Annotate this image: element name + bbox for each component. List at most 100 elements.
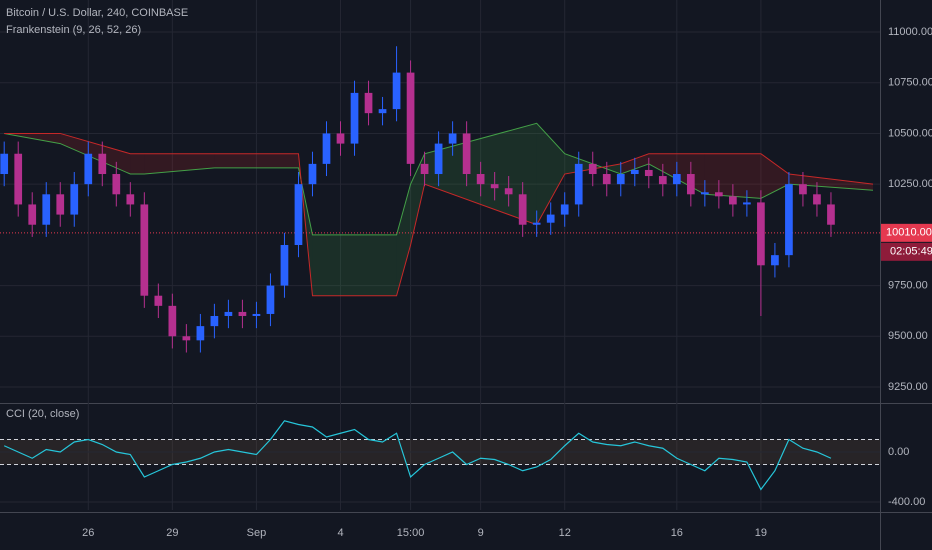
last-price-badge	[881, 223, 932, 242]
countdown-badge	[881, 242, 932, 261]
candle-body	[729, 196, 737, 205]
candle-body	[252, 313, 261, 316]
cci-title: CCI (20, close)	[6, 408, 79, 420]
x-tick-label: 9	[478, 527, 484, 539]
candle-body	[112, 174, 121, 195]
candle-body	[757, 202, 765, 266]
candle-body	[140, 204, 149, 296]
candle-body	[280, 245, 289, 286]
cloud-line	[4, 122, 874, 236]
candle-body	[322, 133, 331, 164]
candle-body	[0, 153, 9, 175]
x-tick-label: 19	[755, 527, 767, 539]
candle-body	[588, 163, 597, 175]
cloud-fill	[130, 153, 145, 175]
countdown-label: 02:05:49	[890, 246, 932, 258]
y-tick-label: 10250.00	[888, 178, 932, 190]
candle-body	[448, 133, 457, 144]
symbol-title: Bitcoin / U.S. Dollar, 240, COINBASE	[6, 7, 188, 19]
candle-body	[126, 194, 135, 205]
candle-body	[700, 192, 709, 195]
cloud-fill	[312, 234, 397, 296]
cloud-fill	[396, 184, 411, 296]
candle-body	[644, 169, 653, 177]
candle-body	[715, 192, 723, 197]
candle-body	[154, 295, 163, 306]
candle-body	[84, 153, 93, 185]
candle-body	[504, 188, 513, 195]
y-tick-label: 9500.00	[888, 330, 928, 342]
candle-body	[602, 174, 611, 185]
candle-body	[743, 202, 751, 205]
x-tick-label: 26	[82, 527, 94, 539]
y-tick-label: 11000.00	[888, 26, 932, 38]
candle-body	[266, 285, 275, 314]
cloud-fill	[214, 153, 299, 168]
candle-body	[182, 336, 191, 341]
candle-body	[546, 214, 555, 223]
candle-body	[476, 174, 485, 185]
candle-body	[686, 174, 695, 195]
x-tick-label: 16	[671, 527, 683, 539]
candle-body	[616, 174, 625, 185]
candle-body	[42, 194, 51, 225]
x-tick-label: 12	[559, 527, 571, 539]
candle-body	[294, 184, 303, 246]
cloud-fill	[788, 174, 873, 191]
candle-body	[813, 194, 821, 205]
candle-body	[70, 184, 79, 215]
cloud-line	[4, 132, 874, 297]
candle-body	[532, 222, 541, 225]
candle-body	[350, 92, 359, 144]
y-tick-label: 9750.00	[888, 279, 928, 291]
candle-body	[210, 315, 219, 327]
indicator-title: Frankenstein (9, 26, 52, 26)	[6, 24, 141, 36]
y-tick-label: 10500.00	[888, 127, 932, 139]
cloud-fill	[60, 133, 131, 175]
candle-body	[785, 184, 793, 256]
candle-body	[56, 194, 65, 215]
candle-body	[14, 153, 23, 205]
cloud-fill	[410, 153, 425, 246]
candle-body	[560, 204, 569, 215]
cloud-fill	[536, 123, 565, 225]
last-price-label: 10010.00	[886, 227, 932, 239]
candle-body	[462, 133, 471, 175]
candle-body	[771, 255, 779, 266]
candle-body	[378, 109, 387, 114]
candle-body	[827, 204, 835, 225]
candle-body	[168, 305, 177, 337]
cci-line	[3, 420, 832, 491]
candle-body	[336, 133, 345, 144]
candle-body	[574, 163, 583, 205]
candle-body	[420, 163, 429, 175]
candle-body	[434, 143, 443, 175]
x-tick-label: Sep	[247, 527, 267, 539]
y-tick-label: 9250.00	[888, 381, 928, 393]
candle-body	[364, 92, 373, 114]
candle-body	[518, 194, 527, 225]
x-tick-label: 4	[337, 527, 343, 539]
candle-body	[658, 176, 667, 185]
candle-body	[196, 326, 205, 341]
candle-body	[490, 184, 499, 189]
candle-body	[672, 174, 681, 185]
candle-body	[308, 163, 317, 185]
y-tick-label: 10750.00	[888, 77, 932, 89]
candle-body	[28, 204, 37, 225]
cloud-fill	[144, 153, 215, 175]
cci-tick-label: -400.00	[888, 496, 925, 508]
candle-body	[406, 72, 415, 164]
candle-body	[799, 184, 807, 195]
x-tick-label: 15:00	[397, 527, 425, 539]
candle-body	[392, 72, 401, 110]
candle-body	[224, 311, 233, 316]
x-tick-label: 29	[166, 527, 178, 539]
candle-body	[238, 311, 247, 316]
cci-tick-label: 0.00	[888, 446, 909, 458]
candle-body	[98, 153, 107, 175]
